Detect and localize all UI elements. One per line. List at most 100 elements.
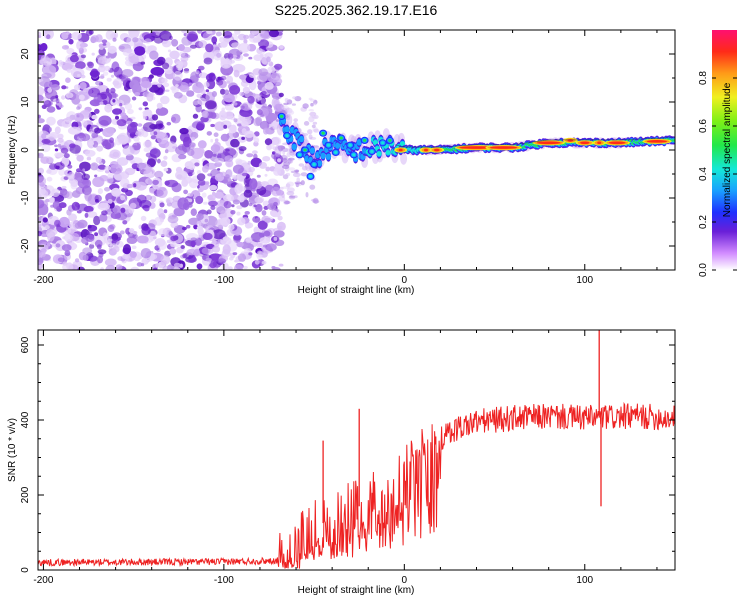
noise-blob xyxy=(66,68,73,73)
spectrogram-ytick-label: -10 xyxy=(20,190,31,205)
noise-blob xyxy=(217,258,227,264)
noise-blob xyxy=(64,250,71,257)
noise-blob xyxy=(233,234,242,241)
noise-blob xyxy=(98,115,112,126)
noise-blob xyxy=(142,101,148,107)
noise-blob xyxy=(124,102,133,110)
noise-blob xyxy=(265,243,277,252)
snr-xtick-label: 0 xyxy=(402,575,408,586)
noise-blob xyxy=(173,70,183,81)
noise-blob xyxy=(87,230,92,235)
noise-blob xyxy=(105,264,116,270)
noise-blob xyxy=(273,201,278,207)
noise-blob xyxy=(256,109,263,116)
noise-blob xyxy=(232,164,244,174)
noise-blob xyxy=(163,209,168,214)
noise-blob xyxy=(55,98,60,104)
noise-blob xyxy=(39,251,46,257)
noise-blob xyxy=(94,174,98,178)
signal-hot-core xyxy=(433,148,440,152)
signal-band xyxy=(316,160,323,167)
signal-blob-core xyxy=(381,141,385,145)
noise-blob xyxy=(293,118,299,122)
noise-blob xyxy=(264,217,272,223)
noise-blob xyxy=(86,211,98,218)
noise-blob xyxy=(71,201,81,211)
noise-blob xyxy=(47,81,53,87)
noise-blob xyxy=(157,240,168,250)
noise-blob xyxy=(312,121,318,125)
noise-blob xyxy=(208,259,217,269)
noise-blob xyxy=(228,224,235,231)
noise-blob xyxy=(307,129,313,135)
noise-blob xyxy=(212,49,223,61)
signal-hot-core xyxy=(459,146,494,149)
noise-blob xyxy=(129,251,137,258)
noise-blob xyxy=(163,155,168,160)
noise-blob xyxy=(215,31,222,37)
noise-blob xyxy=(107,224,115,233)
noise-blob xyxy=(131,56,140,65)
noise-blob xyxy=(211,91,217,97)
noise-blob xyxy=(97,57,106,67)
noise-blob xyxy=(128,228,135,234)
noise-blob xyxy=(104,65,111,71)
noise-blob xyxy=(214,138,219,143)
noise-blob xyxy=(258,161,267,169)
noise-blob xyxy=(198,187,204,193)
noise-blob xyxy=(58,216,70,228)
noise-blob xyxy=(273,63,283,70)
noise-blob xyxy=(38,231,43,237)
noise-blob xyxy=(287,158,292,164)
noise-blob xyxy=(183,189,189,195)
noise-blob xyxy=(81,173,91,180)
noise-blob xyxy=(55,243,61,248)
noise-blob xyxy=(192,100,200,106)
noise-blob xyxy=(173,262,181,268)
noise-blob xyxy=(110,87,116,94)
noise-blob xyxy=(38,86,45,97)
noise-blob xyxy=(56,152,64,158)
noise-blob xyxy=(95,80,102,86)
noise-blob xyxy=(169,50,180,60)
noise-blob xyxy=(173,207,185,217)
noise-blob xyxy=(203,201,208,205)
noise-blob xyxy=(110,164,123,175)
snr-ytick-label: 0 xyxy=(20,567,31,573)
noise-blob xyxy=(90,68,99,79)
signal-hot-core xyxy=(398,148,403,152)
signal-hot-core xyxy=(597,141,602,145)
noise-blob xyxy=(145,49,151,55)
noise-blob xyxy=(166,121,172,126)
noise-blob xyxy=(237,217,246,226)
noise-blob xyxy=(197,140,207,149)
noise-blob xyxy=(149,206,154,209)
noise-blob xyxy=(275,119,280,122)
noise-blob xyxy=(164,68,173,75)
noise-blob xyxy=(203,81,210,88)
noise-blob xyxy=(288,110,295,115)
noise-blob xyxy=(284,200,291,205)
snr-x-label: Height of straight line (km) xyxy=(298,585,415,596)
noise-blob xyxy=(122,254,129,260)
noise-blob xyxy=(258,71,272,82)
noise-blob xyxy=(192,113,199,119)
noise-blob xyxy=(81,120,88,126)
colorbar: 0.0 0.2 0.4 0.6 0.8 Normalized spectral ampl… xyxy=(698,30,737,277)
noise-blob xyxy=(41,72,52,79)
noise-blob xyxy=(156,56,166,65)
noise-blob xyxy=(199,89,206,94)
noise-blob xyxy=(219,217,231,226)
noise-blob xyxy=(63,233,73,242)
noise-blob xyxy=(277,215,283,221)
noise-blob xyxy=(246,153,254,158)
noise-blob xyxy=(54,144,58,148)
noise-blob xyxy=(144,38,152,44)
noise-blob xyxy=(195,195,204,205)
noise-blob xyxy=(189,44,197,49)
noise-blob xyxy=(222,177,232,185)
noise-blob xyxy=(207,194,213,201)
noise-blob xyxy=(190,240,196,248)
